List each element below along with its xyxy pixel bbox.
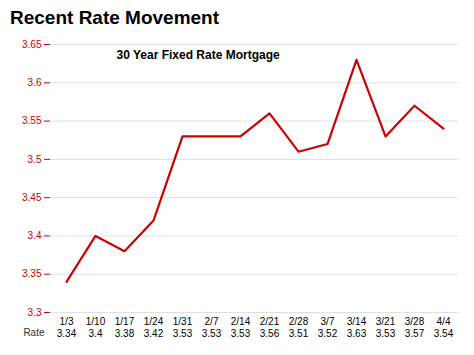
svg-text:3.55: 3.55 xyxy=(22,115,42,126)
svg-text:1/173.38: 1/173.38 xyxy=(115,316,135,339)
svg-text:1/33.34: 1/33.34 xyxy=(57,316,77,339)
svg-text:3.6: 3.6 xyxy=(28,77,42,88)
svg-text:4/43.54: 4/43.54 xyxy=(434,316,454,339)
svg-text:2/213.56: 2/213.56 xyxy=(260,316,280,339)
svg-text:3.65: 3.65 xyxy=(22,39,42,50)
svg-text:1/313.53: 1/313.53 xyxy=(173,316,193,339)
svg-text:3.45: 3.45 xyxy=(22,192,42,203)
html-text:Recent Rate Movement: Recent Rate Movement xyxy=(10,7,220,28)
svg-text:Rate: Rate xyxy=(23,327,45,338)
svg-text:3/73.52: 3/73.52 xyxy=(318,316,338,339)
svg-text:2/283.51: 2/283.51 xyxy=(289,316,309,339)
svg-text:2/73.53: 2/73.53 xyxy=(202,316,222,339)
svg-text:3/143.63: 3/143.63 xyxy=(347,316,367,339)
svg-text:3.4: 3.4 xyxy=(28,230,42,241)
svg-text:1/243.42: 1/243.42 xyxy=(144,316,164,339)
svg-text:3/213.53: 3/213.53 xyxy=(376,316,396,339)
svg-text:2/143.53: 2/143.53 xyxy=(231,316,251,339)
svg-text:3.35: 3.35 xyxy=(22,268,42,279)
svg-text:3/283.57: 3/283.57 xyxy=(405,316,425,339)
svg-text:30 Year Fixed Rate Mortgage: 30 Year Fixed Rate Mortgage xyxy=(117,48,281,62)
svg-text:3.5: 3.5 xyxy=(28,154,42,165)
svg-text:3.3: 3.3 xyxy=(28,307,42,318)
svg-text:1/103.4: 1/103.4 xyxy=(86,316,106,339)
